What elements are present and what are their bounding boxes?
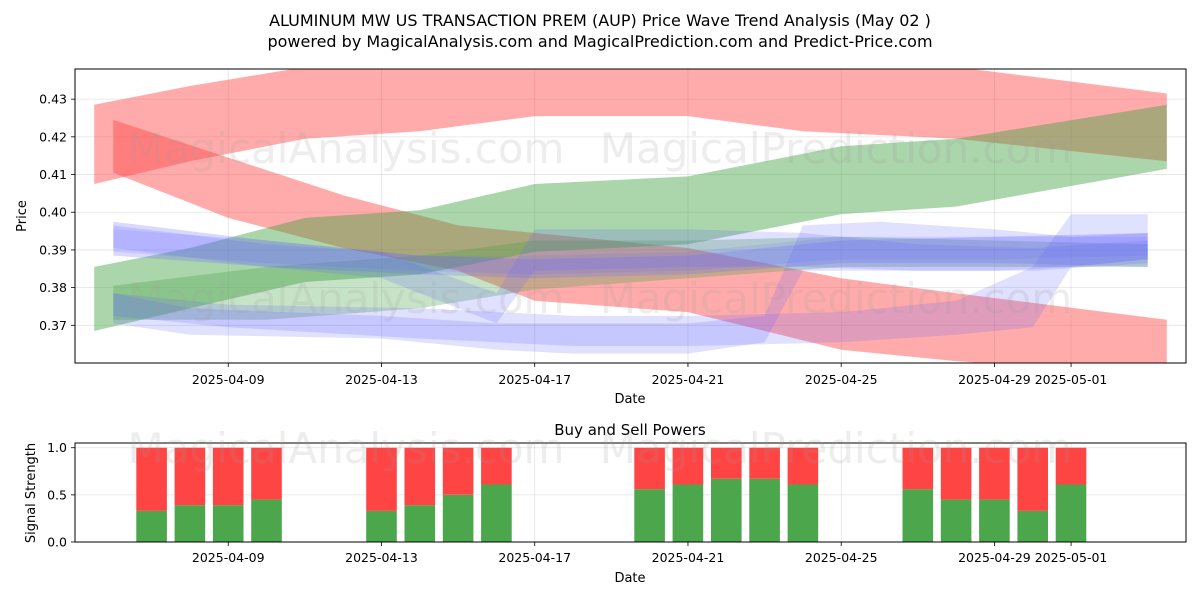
signal-x-ticks: 2025-04-09 2025-04-13 2025-04-17 2025-04-21…	[192, 542, 1107, 565]
sell-bar	[1055, 447, 1087, 485]
watermark-analysis-bottom: MagicalAnalysis.com	[128, 424, 565, 473]
sell-bar	[481, 447, 512, 485]
price-x-tick-label: 2025-05-01	[1035, 372, 1108, 387]
green-wave-band	[94, 104, 1167, 331]
price-y-ticks: 0.37 0.38 0.39 0.40 0.41 0.42 0.43	[39, 92, 75, 333]
sell-bar	[174, 447, 206, 506]
price-x-tick-label: 2025-04-17	[498, 372, 571, 387]
price-plot-frame	[74, 68, 1187, 364]
signal-plot-frame	[74, 442, 1187, 543]
signal-x-tick-label: 2025-04-25	[805, 550, 878, 565]
red-wave-band	[94, 69, 1167, 184]
buy-bar	[404, 505, 436, 542]
signal-x-tick-label: 2025-04-13	[345, 550, 418, 565]
signal-chart-title: Buy and Sell Powers	[554, 421, 706, 439]
buy-bar	[481, 484, 512, 542]
signal-bars	[136, 447, 1087, 542]
price-y-tick-label: 0.42	[39, 129, 67, 144]
signal-y-tick-label: 1.0	[47, 440, 67, 455]
watermark-analysis-top: MagicalAnalysis.com	[128, 124, 565, 173]
buy-bar	[787, 484, 819, 542]
price-y-tick-label: 0.37	[39, 318, 67, 333]
signal-x-tick-label: 2025-05-01	[1035, 550, 1108, 565]
buy-bar	[634, 489, 665, 542]
sell-bar	[940, 447, 972, 500]
buy-bar	[940, 499, 972, 542]
sell-bar	[634, 447, 665, 490]
figure-title: ALUMINUM MW US TRANSACTION PREM (AUP) Pr…	[269, 11, 931, 30]
buy-bar	[212, 505, 244, 542]
sell-bar	[749, 447, 780, 479]
price-y-tick-label: 0.43	[39, 92, 67, 107]
signal-y-ticks: 0.0 0.5 1.0	[47, 440, 75, 550]
price-bands	[94, 69, 1167, 363]
buy-bar	[749, 478, 780, 542]
price-x-tick-label: 2025-04-21	[652, 372, 725, 387]
figure-subtitle: powered by MagicalAnalysis.com and Magic…	[267, 32, 932, 51]
watermark-analysis-mid: MagicalAnalysis.com	[128, 274, 565, 323]
blue-wave-band	[113, 229, 1148, 275]
price-y-axis-label: Price	[15, 200, 30, 232]
sell-bar	[366, 447, 397, 511]
signal-x-tick-label: 2025-04-09	[192, 550, 265, 565]
price-x-ticks: 2025-04-09 2025-04-13 2025-04-17 2025-04-21…	[192, 363, 1107, 387]
buy-bar	[1055, 484, 1087, 542]
price-x-axis-label: Date	[614, 392, 645, 407]
signal-y-axis-label: Signal Strength	[24, 443, 39, 543]
buy-bar	[251, 499, 282, 542]
buy-bar	[442, 494, 474, 542]
sell-bar	[787, 447, 819, 485]
watermark-prediction-bottom: MagicalPrediction.com	[600, 424, 1073, 473]
price-chart: 2025-04-09 2025-04-13 2025-04-17 2025-04-21…	[15, 68, 1187, 407]
blue-wave-band	[113, 221, 1148, 279]
watermark-prediction-mid: MagicalPrediction.com	[600, 274, 1073, 323]
buy-bar	[902, 489, 934, 542]
sell-bar	[672, 447, 704, 485]
watermark-prediction-top: MagicalPrediction.com	[600, 124, 1073, 173]
buy-bar	[672, 484, 704, 542]
blue-wave-band	[113, 214, 1148, 346]
sell-bar	[136, 447, 167, 511]
sell-bar	[404, 447, 436, 506]
blue-wave-band	[113, 221, 1148, 354]
price-grid	[75, 69, 1186, 363]
sell-bar	[902, 447, 934, 490]
signal-x-axis-label: Date	[614, 571, 645, 586]
buy-bar	[136, 510, 167, 542]
price-x-tick-label: 2025-04-09	[192, 372, 265, 387]
sell-bar	[442, 447, 474, 495]
sell-bar	[711, 447, 742, 479]
signal-x-tick-label: 2025-04-21	[652, 550, 725, 565]
blue-wave-band	[113, 225, 1148, 324]
price-y-tick-label: 0.38	[39, 280, 67, 295]
buy-bar	[711, 478, 742, 542]
price-y-tick-label: 0.40	[39, 205, 67, 220]
signal-x-tick-label: 2025-04-17	[498, 550, 571, 565]
price-y-tick-label: 0.39	[39, 242, 67, 257]
price-x-tick-label: 2025-04-29	[958, 372, 1031, 387]
buy-bar	[366, 510, 397, 542]
buy-bar	[979, 499, 1010, 542]
price-x-tick-label: 2025-04-13	[345, 372, 418, 387]
buy-bar	[1017, 510, 1048, 542]
buy-bar	[174, 505, 206, 542]
red-wave-band	[113, 119, 1167, 363]
price-x-tick-label: 2025-04-25	[805, 372, 878, 387]
sell-bar	[979, 447, 1010, 500]
signal-x-tick-label: 2025-04-29	[958, 550, 1031, 565]
sell-bar	[212, 447, 244, 506]
sell-bar	[251, 447, 282, 500]
sell-bar	[1017, 447, 1048, 511]
price-y-tick-label: 0.41	[39, 167, 67, 182]
signal-y-tick-label: 0.0	[47, 535, 67, 550]
green-wave-band	[113, 236, 1148, 320]
signal-chart: Buy and Sell Powers 2025-04-09 2025-04-13…	[24, 421, 1187, 586]
signal-y-tick-label: 0.5	[47, 487, 67, 502]
